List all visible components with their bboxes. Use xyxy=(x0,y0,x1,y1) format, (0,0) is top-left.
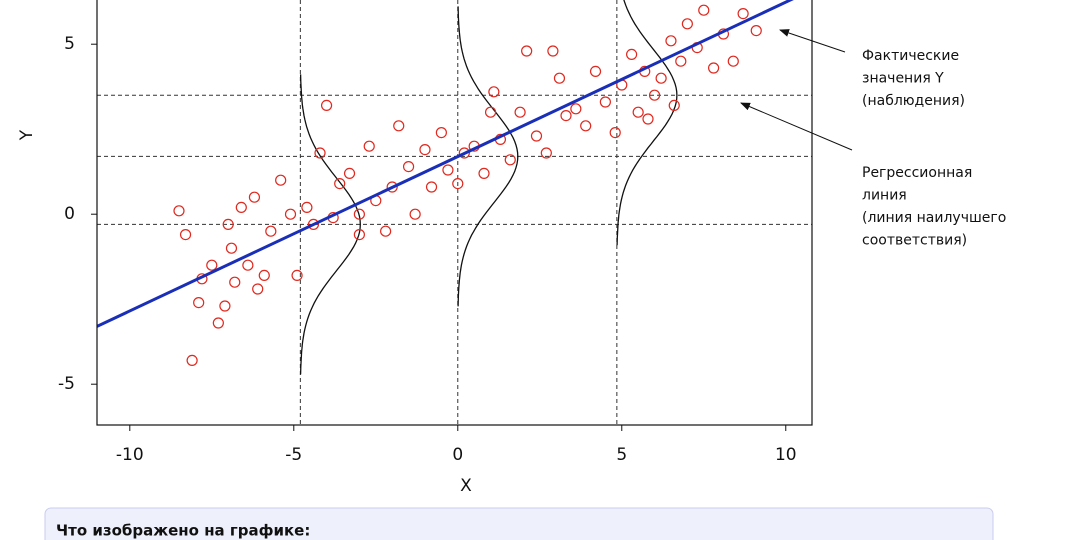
annotation-text: Фактические xyxy=(862,48,959,64)
observation-point xyxy=(599,96,611,108)
observation-point xyxy=(229,276,241,288)
annotation-text: значения Y xyxy=(862,71,944,87)
observation-point xyxy=(458,147,470,159)
observation-point xyxy=(727,55,739,67)
observation-point xyxy=(258,269,270,281)
observation-point xyxy=(737,7,749,20)
observation-point xyxy=(284,208,297,220)
arrow xyxy=(740,102,853,151)
observation-point xyxy=(307,218,320,230)
observation-point xyxy=(655,72,667,84)
observation-point xyxy=(265,225,277,237)
observation-point xyxy=(419,144,431,156)
observation-point xyxy=(409,208,421,220)
observation-point xyxy=(425,181,438,193)
observation-point xyxy=(681,18,693,30)
observation-point xyxy=(514,106,526,118)
observation-point xyxy=(222,218,234,230)
x-tick-label: -5 xyxy=(285,445,302,465)
y-tick-label: -5 xyxy=(58,374,75,394)
observation-point xyxy=(540,147,552,159)
observation-point xyxy=(291,269,303,281)
observation-point xyxy=(504,154,516,166)
observation-point xyxy=(386,181,398,193)
x-axis-label: X xyxy=(460,476,472,496)
observation-point xyxy=(380,225,392,237)
observation-point xyxy=(206,259,218,271)
observation-point xyxy=(570,103,582,115)
y-axis-label: Y xyxy=(17,129,37,141)
observation-point xyxy=(609,127,621,139)
observation-point xyxy=(560,109,572,122)
observation-point xyxy=(521,45,533,57)
annotation-text: соответствия) xyxy=(862,233,967,249)
observation-point xyxy=(363,140,375,152)
observation-point xyxy=(750,25,762,37)
observation-point xyxy=(589,65,602,78)
info-box xyxy=(44,507,994,540)
info-heading: Что изображено на графике: xyxy=(56,522,310,540)
density-curve xyxy=(457,6,519,307)
observation-point xyxy=(626,48,638,61)
observation-point xyxy=(193,297,205,309)
observation-point xyxy=(648,89,661,101)
density-curve xyxy=(299,74,361,375)
observation-point xyxy=(668,99,680,112)
observation-point xyxy=(402,161,415,173)
observation-point xyxy=(248,191,261,203)
observation-point xyxy=(698,4,710,16)
y-tick-label: 0 xyxy=(64,204,75,224)
observation-point xyxy=(275,174,287,186)
observation-point xyxy=(665,35,677,47)
observation-point xyxy=(179,229,192,241)
annotation-text: (наблюдения) xyxy=(862,93,965,109)
annotation-text: Регрессионная xyxy=(862,165,972,181)
observation-point xyxy=(442,164,454,176)
observation-point xyxy=(252,283,264,295)
observation-point xyxy=(675,55,687,67)
observation-point xyxy=(452,178,464,190)
observation-point xyxy=(478,167,490,179)
observation-point xyxy=(632,106,644,118)
observation-point xyxy=(301,201,313,213)
observation-point xyxy=(484,106,497,118)
observation-point xyxy=(547,45,559,57)
observation-point xyxy=(642,113,654,125)
observation-point xyxy=(225,242,238,254)
observation-point xyxy=(353,208,365,220)
observation-point xyxy=(580,120,592,132)
annotation-text: (линия наилучшего xyxy=(862,210,1006,226)
observation-point xyxy=(173,205,185,217)
observation-point xyxy=(320,99,333,112)
observation-point xyxy=(242,259,254,271)
plot-frame xyxy=(96,0,813,426)
x-tick-label: 0 xyxy=(452,445,463,465)
plot xyxy=(97,0,812,425)
observation-point xyxy=(212,317,224,329)
observation-point xyxy=(553,72,566,84)
density-curve xyxy=(616,0,678,246)
regression-line xyxy=(97,0,794,328)
observation-point xyxy=(393,120,405,132)
observation-point xyxy=(235,201,247,213)
x-tick-label: 10 xyxy=(775,445,797,465)
observation-point xyxy=(334,178,346,190)
x-tick-label: 5 xyxy=(616,445,627,465)
observation-point xyxy=(708,62,720,74)
observation-point xyxy=(353,229,365,241)
observation-point xyxy=(343,167,356,179)
annotation-text: линия xyxy=(862,188,907,204)
x-tick-label: -10 xyxy=(116,445,144,465)
observation-point xyxy=(219,300,231,312)
y-tick-label: 5 xyxy=(64,34,75,54)
observation-point xyxy=(488,86,500,98)
observation-point xyxy=(530,130,543,142)
observation-point xyxy=(186,354,198,366)
observation-point xyxy=(435,127,447,139)
observation-point xyxy=(314,147,326,159)
